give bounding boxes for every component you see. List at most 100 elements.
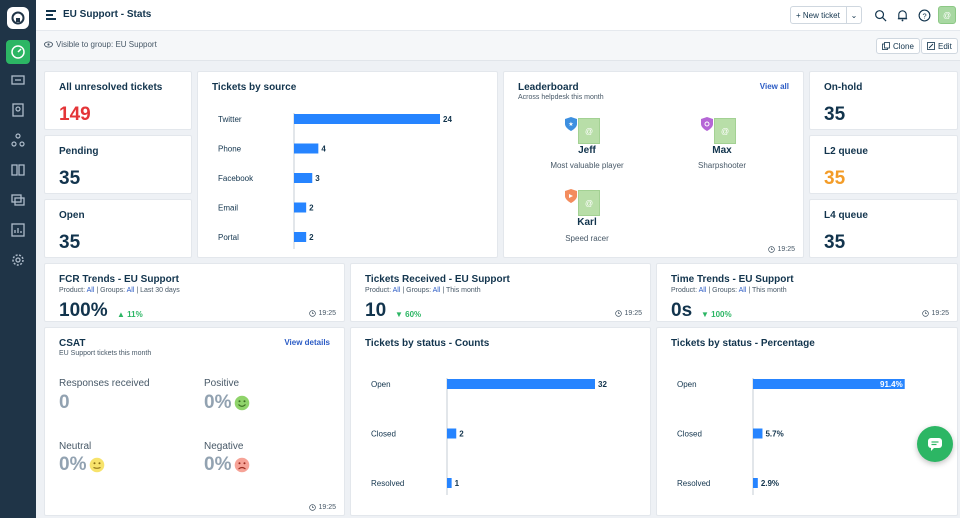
clock-icon bbox=[922, 310, 930, 317]
chat-widget-button[interactable] bbox=[917, 426, 953, 462]
app-logo-icon[interactable] bbox=[7, 7, 29, 29]
happy-face-icon bbox=[235, 395, 250, 411]
avatar: @ bbox=[578, 118, 600, 144]
status-percentage-chart: Open 91.4% Closed 5.7% Resolved 2.9% bbox=[677, 378, 905, 495]
dashboard-icon[interactable] bbox=[6, 40, 30, 64]
search-icon[interactable] bbox=[872, 7, 888, 23]
filter-groups-link[interactable]: All bbox=[738, 287, 747, 294]
forums-icon[interactable] bbox=[6, 188, 30, 212]
card-value: 35 bbox=[824, 232, 846, 253]
clone-label[interactable]: Clone bbox=[893, 41, 914, 51]
clock-icon bbox=[615, 310, 623, 317]
edit-button[interactable]: Edit bbox=[921, 38, 958, 54]
contacts-icon[interactable] bbox=[6, 98, 30, 122]
edit-label[interactable]: Edit bbox=[938, 41, 952, 51]
help-icon[interactable]: ? bbox=[916, 7, 932, 23]
card-status-counts[interactable]: Tickets by status - Counts Open 32 Closed 2… bbox=[350, 327, 651, 516]
category-label: Open bbox=[371, 380, 391, 389]
card-pending[interactable]: Pending 35 bbox=[44, 135, 192, 194]
responses-count: 0 bbox=[59, 392, 70, 413]
avatar: @ bbox=[578, 190, 600, 216]
svg-text:?: ? bbox=[922, 11, 926, 20]
filter-product-label: Product: bbox=[365, 287, 392, 294]
card-l4-queue[interactable]: L4 queue 35 bbox=[809, 199, 958, 258]
bar-value-label: 4 bbox=[321, 145, 326, 154]
user-avatar[interactable]: @ bbox=[938, 6, 956, 24]
positive-value: 0% bbox=[204, 392, 250, 414]
clone-button[interactable]: Clone bbox=[876, 38, 920, 54]
view-all-link[interactable]: View all bbox=[759, 82, 789, 91]
chevron-down-icon[interactable]: ⌄ bbox=[850, 10, 858, 20]
card-status-percentage[interactable]: Tickets by status - Percentage Open 91.4%… bbox=[656, 327, 958, 516]
bar bbox=[753, 379, 905, 389]
bar-value-label: 24 bbox=[443, 115, 452, 124]
filter-groups-label: | Groups: bbox=[96, 287, 126, 294]
card-tickets-by-source[interactable]: Tickets by source Twitter 24 Phone 4 Faceboo… bbox=[197, 71, 498, 258]
card-all-unresolved[interactable]: All unresolved tickets 149 bbox=[44, 71, 192, 130]
card-on-hold[interactable]: On-hold 35 bbox=[809, 71, 958, 130]
time-text: 19:25 bbox=[318, 504, 336, 511]
filter-groups-link[interactable]: All bbox=[126, 287, 135, 294]
bar-value-label: 2.9% bbox=[761, 479, 779, 488]
filter-groups-label: | Groups: bbox=[402, 287, 432, 294]
new-ticket-label[interactable]: + New ticket bbox=[791, 7, 847, 23]
card-title: Time Trends - EU Support bbox=[671, 274, 794, 285]
reports-icon[interactable] bbox=[6, 218, 30, 242]
bar-value-label: 32 bbox=[598, 380, 607, 389]
last-updated: 19:25 bbox=[615, 310, 642, 317]
category-label: Resolved bbox=[677, 479, 710, 488]
tickets-icon[interactable] bbox=[6, 68, 30, 92]
card-value: 149 bbox=[59, 104, 91, 125]
bar bbox=[447, 428, 457, 439]
bar-value-label: 5.7% bbox=[765, 430, 783, 439]
card-l2-queue[interactable]: L2 queue 35 bbox=[809, 135, 958, 194]
card-filters: Product: All | Groups: All | This month bbox=[365, 287, 481, 294]
last-updated: 19:25 bbox=[309, 310, 336, 317]
responses-label: Responses received bbox=[59, 378, 150, 389]
card-title: Leaderboard bbox=[518, 82, 579, 93]
card-time-trends[interactable]: Time Trends - EU Support Product: All | … bbox=[656, 263, 958, 322]
shield-badge-icon bbox=[701, 117, 713, 131]
category-label: Closed bbox=[677, 430, 702, 439]
trend-up-indicator: ▲ 11% bbox=[117, 310, 143, 319]
card-leaderboard[interactable]: Leaderboard Across helpdesk this month V… bbox=[503, 71, 804, 258]
trend-down-indicator: ▼ 60% bbox=[395, 310, 422, 319]
filter-period: | This month bbox=[442, 287, 481, 294]
clock-icon bbox=[768, 246, 776, 253]
card-title: Open bbox=[59, 210, 85, 221]
filter-groups-link[interactable]: All bbox=[432, 287, 441, 294]
chat-icon bbox=[928, 438, 942, 451]
bell-icon[interactable] bbox=[894, 7, 910, 23]
filter-product-link[interactable]: All bbox=[86, 287, 95, 294]
page-title: EU Support - Stats bbox=[63, 9, 152, 20]
new-ticket-button[interactable]: + New ticket ⌄ bbox=[790, 6, 862, 24]
card-value: 35 bbox=[824, 168, 846, 189]
card-subtitle: EU Support tickets this month bbox=[59, 350, 152, 357]
settings-gear-icon[interactable] bbox=[6, 248, 30, 272]
category-label: Twitter bbox=[218, 115, 242, 124]
card-value: 10 bbox=[365, 300, 387, 321]
card-tickets-received[interactable]: Tickets Received - EU Support Product: A… bbox=[350, 263, 651, 322]
category-label: Open bbox=[677, 380, 697, 389]
category-label: Resolved bbox=[371, 479, 404, 488]
card-fcr-trends[interactable]: FCR Trends - EU Support Product: All | G… bbox=[44, 263, 345, 322]
menu-icon[interactable] bbox=[46, 10, 56, 20]
card-title: Tickets by source bbox=[212, 82, 297, 93]
bar bbox=[294, 202, 307, 213]
shield-badge-icon: ★ bbox=[565, 117, 577, 131]
filter-product-link[interactable]: All bbox=[698, 287, 707, 294]
card-open[interactable]: Open 35 bbox=[44, 199, 192, 258]
groups-icon[interactable] bbox=[6, 128, 30, 152]
card-value: 35 bbox=[59, 232, 81, 253]
knowledge-base-icon[interactable] bbox=[6, 158, 30, 182]
card-title: Tickets by status - Counts bbox=[365, 338, 490, 349]
top-header: EU Support - Stats + New ticket ⌄ ? @ bbox=[36, 0, 960, 31]
leader-name: Max bbox=[712, 145, 732, 156]
card-csat[interactable]: CSAT EU Support tickets this month View … bbox=[44, 327, 345, 516]
last-updated: 19:25 bbox=[922, 310, 949, 317]
card-title: CSAT bbox=[59, 338, 86, 349]
leader-name: Karl bbox=[577, 217, 597, 228]
view-details-link[interactable]: View details bbox=[284, 338, 330, 347]
filter-product-link[interactable]: All bbox=[392, 287, 401, 294]
eye-icon bbox=[44, 41, 53, 48]
